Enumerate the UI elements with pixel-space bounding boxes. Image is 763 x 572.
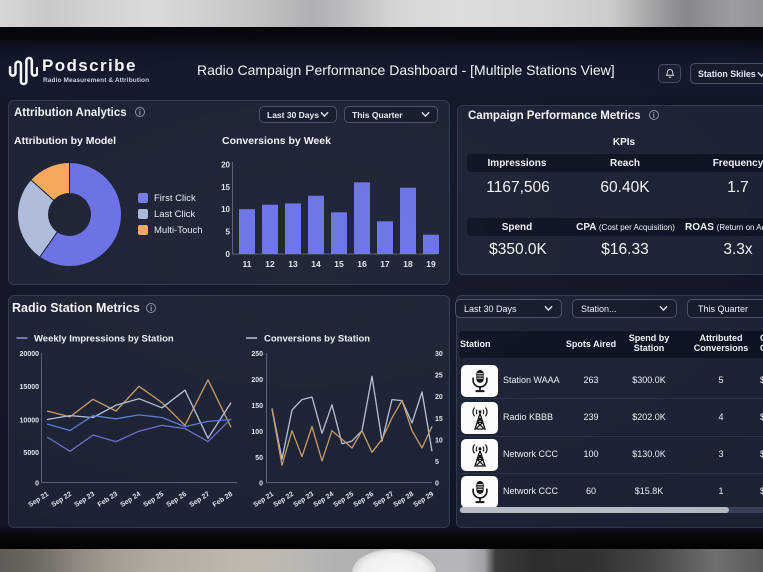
svg-text:Sep 25: Sep 25: [142, 491, 165, 509]
svg-text:14: 14: [311, 259, 321, 269]
svg-text:Sep 29: Sep 29: [412, 491, 435, 509]
svg-text:20: 20: [435, 394, 443, 401]
svg-text:20000: 20000: [20, 351, 40, 358]
svg-text:Feb 28: Feb 28: [212, 491, 235, 509]
svg-text:Sep 22: Sep 22: [272, 491, 295, 509]
svg-text:19: 19: [426, 259, 436, 269]
svg-text:5: 5: [435, 459, 439, 466]
svg-text:50: 50: [255, 455, 263, 462]
svg-text:100: 100: [251, 429, 263, 436]
svg-text:30: 30: [435, 351, 443, 358]
svg-text:20: 20: [221, 160, 230, 169]
svg-text:Sep 21: Sep 21: [252, 491, 275, 509]
svg-text:10: 10: [221, 205, 230, 214]
svg-text:0: 0: [35, 481, 39, 488]
svg-text:Sep 24: Sep 24: [312, 491, 335, 509]
svg-text:150: 150: [251, 403, 263, 410]
svg-text:25: 25: [435, 373, 443, 380]
svg-text:200: 200: [251, 377, 263, 384]
svg-text:15000: 15000: [20, 384, 40, 391]
svg-text:Weekly Impressions by Station: Weekly Impressions by Station: [34, 334, 174, 345]
svg-text:15: 15: [334, 259, 344, 269]
svg-text:15: 15: [221, 183, 230, 192]
svg-text:Sep 27: Sep 27: [188, 491, 211, 509]
svg-text:Feb 23: Feb 23: [97, 491, 120, 509]
svg-text:10: 10: [435, 437, 443, 444]
svg-text:Sep 23: Sep 23: [292, 491, 315, 509]
svg-text:Sep 23: Sep 23: [73, 491, 96, 509]
svg-text:18: 18: [403, 259, 413, 269]
svg-text:17: 17: [380, 259, 390, 269]
svg-text:Sep 21: Sep 21: [27, 491, 50, 509]
svg-text:250: 250: [251, 351, 263, 358]
svg-text:11: 11: [243, 259, 252, 269]
svg-text:Sep 22: Sep 22: [50, 491, 73, 509]
svg-text:Conversions by Station: Conversions by Station: [264, 334, 370, 345]
svg-text:12: 12: [265, 259, 275, 269]
svg-text:13: 13: [288, 259, 298, 269]
svg-text:16: 16: [357, 259, 367, 269]
svg-text:Sep 26: Sep 26: [165, 491, 188, 509]
svg-text:Sep 26: Sep 26: [352, 491, 375, 509]
svg-text:0: 0: [226, 250, 231, 259]
svg-text:5000: 5000: [23, 450, 39, 457]
svg-text:0: 0: [259, 481, 263, 488]
svg-text:0: 0: [435, 481, 439, 488]
svg-text:Sep 28: Sep 28: [392, 491, 415, 509]
svg-text:10000: 10000: [20, 418, 40, 425]
svg-text:15: 15: [435, 416, 443, 423]
svg-text:Sep 24: Sep 24: [119, 491, 142, 509]
svg-text:Sep 27: Sep 27: [372, 491, 395, 509]
svg-text:Sep 25: Sep 25: [332, 491, 355, 509]
svg-text:5: 5: [226, 228, 231, 237]
